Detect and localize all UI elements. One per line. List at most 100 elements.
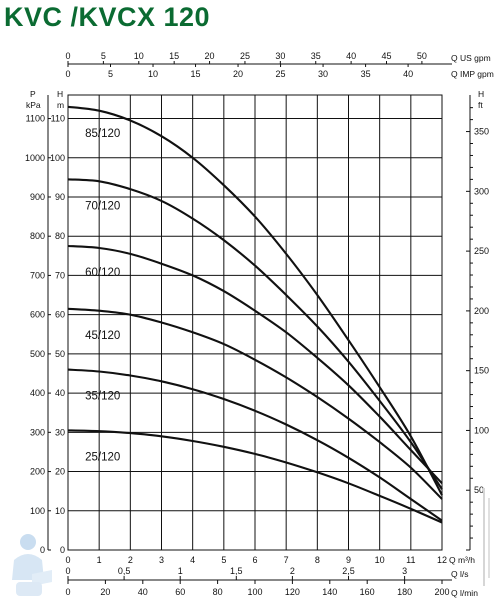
chart-title: KVC /KVCX 120 xyxy=(4,2,211,32)
series-label-45-120: 45/120 xyxy=(85,330,120,342)
tick-label-kpa: 700 xyxy=(30,270,45,280)
vertical-watermark-text xyxy=(483,488,490,586)
tick-label-ft: 200 xyxy=(474,306,489,316)
tick-label-m3h: 6 xyxy=(252,555,257,565)
tick-label-lmin: 0 xyxy=(65,587,70,597)
tick-label-h-m: 20 xyxy=(55,467,65,477)
tick-label-impgpm: 20 xyxy=(233,69,243,79)
tick-label-kpa: 300 xyxy=(30,427,45,437)
tick-label-m3h: 0 xyxy=(65,555,70,565)
series-line-85-120 xyxy=(67,105,443,496)
tick-label-kpa: 0 xyxy=(40,545,45,555)
tick-label-lmin: 180 xyxy=(397,587,412,597)
tick-label-ls: 2 xyxy=(290,566,295,576)
axis-unit-impgpm: Q IMP gpm xyxy=(451,69,494,79)
tick-label-m3h: 8 xyxy=(315,555,320,565)
tick-label-lmin: 60 xyxy=(175,587,185,597)
tick-label-ls: 0,5 xyxy=(118,566,131,576)
tick-label-ft: 100 xyxy=(474,425,489,435)
axis-unit-m3h: Q m³/h xyxy=(449,555,475,565)
tick-label-kpa: 400 xyxy=(30,388,45,398)
tick-label-lmin: 40 xyxy=(138,587,148,597)
tick-label-m3h: 2 xyxy=(128,555,133,565)
series-label-35-120: 35/120 xyxy=(85,391,120,403)
tick-label-h-m: 90 xyxy=(55,192,65,202)
axis-unit-ft: ft xyxy=(478,100,483,110)
tick-label-kpa: 900 xyxy=(30,192,45,202)
tick-label-impgpm: 25 xyxy=(276,69,286,79)
tick-label-h-m: 40 xyxy=(55,388,65,398)
tick-label-h-m: 60 xyxy=(55,310,65,320)
tick-label-impgpm: 30 xyxy=(318,69,328,79)
tick-label-m3h: 5 xyxy=(221,555,226,565)
tick-label-usgpm: 40 xyxy=(346,51,356,61)
tick-label-ft: 300 xyxy=(474,186,489,196)
tick-label-usgpm: 10 xyxy=(134,51,144,61)
tick-label-h-m: 0 xyxy=(60,545,65,555)
axis-unit-h-right: H xyxy=(478,89,484,99)
tick-label-ft: 150 xyxy=(474,366,489,376)
series-line-25-120 xyxy=(67,429,443,524)
series-label-70-120: 70/120 xyxy=(85,200,120,212)
tick-label-usgpm: 15 xyxy=(169,51,179,61)
tick-label-h-m: 70 xyxy=(55,270,65,280)
tick-label-impgpm: 40 xyxy=(403,69,413,79)
tick-label-kpa: 1000 xyxy=(25,153,45,163)
tick-label-usgpm: 0 xyxy=(65,51,70,61)
tick-label-m3h: 11 xyxy=(406,555,415,565)
tick-label-kpa: 100 xyxy=(30,506,45,516)
tick-label-impgpm: 0 xyxy=(65,69,70,79)
tick-label-usgpm: 20 xyxy=(205,51,215,61)
tick-label-lmin: 140 xyxy=(322,587,337,597)
tick-label-usgpm: 25 xyxy=(240,51,250,61)
tick-label-usgpm: 5 xyxy=(101,51,106,61)
tick-label-kpa: 1100 xyxy=(26,114,45,124)
tick-label-lmin: 20 xyxy=(100,587,110,597)
tick-label-kpa: 600 xyxy=(30,310,45,320)
tick-label-h-m: 50 xyxy=(55,349,65,359)
axis-unit-ls: Q l/s xyxy=(451,569,468,579)
series-label-60-120: 60/120 xyxy=(85,267,120,279)
tick-label-m3h: 4 xyxy=(190,555,195,565)
tick-label-impgpm: 35 xyxy=(361,69,371,79)
axis-unit-p: P xyxy=(30,89,36,99)
plumber-watermark-icon xyxy=(12,534,52,596)
tick-label-usgpm: 45 xyxy=(381,51,391,61)
axis-unit-m: m xyxy=(57,100,64,110)
tick-label-ft: 250 xyxy=(474,246,489,256)
tick-label-h-m: 110 xyxy=(51,114,65,124)
tick-label-lmin: 100 xyxy=(247,587,262,597)
tick-label-h-m: 10 xyxy=(55,506,65,516)
tick-label-impgpm: 15 xyxy=(191,69,201,79)
axis-unit-h-left: H xyxy=(57,89,63,99)
series-line-60-120 xyxy=(67,244,443,485)
tick-label-lmin: 80 xyxy=(213,587,223,597)
tick-label-lmin: 160 xyxy=(360,587,375,597)
tick-label-usgpm: 50 xyxy=(417,51,427,61)
tick-label-impgpm: 10 xyxy=(148,69,158,79)
tick-label-m3h: 1 xyxy=(97,555,102,565)
series-label-25-120: 25/120 xyxy=(85,451,120,463)
tick-label-m3h: 7 xyxy=(284,555,289,565)
tick-label-m3h: 10 xyxy=(375,555,385,565)
axis-unit-usgpm: Q US gpm xyxy=(451,53,491,63)
tick-label-kpa: 200 xyxy=(30,467,45,477)
series-line-70-120 xyxy=(67,178,443,490)
series-label-85-120: 85/120 xyxy=(85,128,120,140)
tick-label-impgpm: 5 xyxy=(108,69,113,79)
tick-label-usgpm: 35 xyxy=(311,51,321,61)
tick-label-usgpm: 30 xyxy=(275,51,285,61)
tick-label-h-m: 30 xyxy=(55,427,65,437)
tick-label-lmin: 120 xyxy=(285,587,300,597)
tick-label-ft: 50 xyxy=(474,485,484,495)
tick-label-ls: 0 xyxy=(65,566,70,576)
tick-label-ls: 3 xyxy=(402,566,407,576)
series-line-45-120 xyxy=(67,307,443,500)
tick-label-h-m: 80 xyxy=(55,231,65,241)
tick-label-ls: 1 xyxy=(178,566,183,576)
tick-label-kpa: 500 xyxy=(30,349,45,359)
series-line-35-120 xyxy=(67,368,443,522)
axis-unit-kpa: kPa xyxy=(26,100,41,110)
tick-label-ls: 1,5 xyxy=(230,566,243,576)
